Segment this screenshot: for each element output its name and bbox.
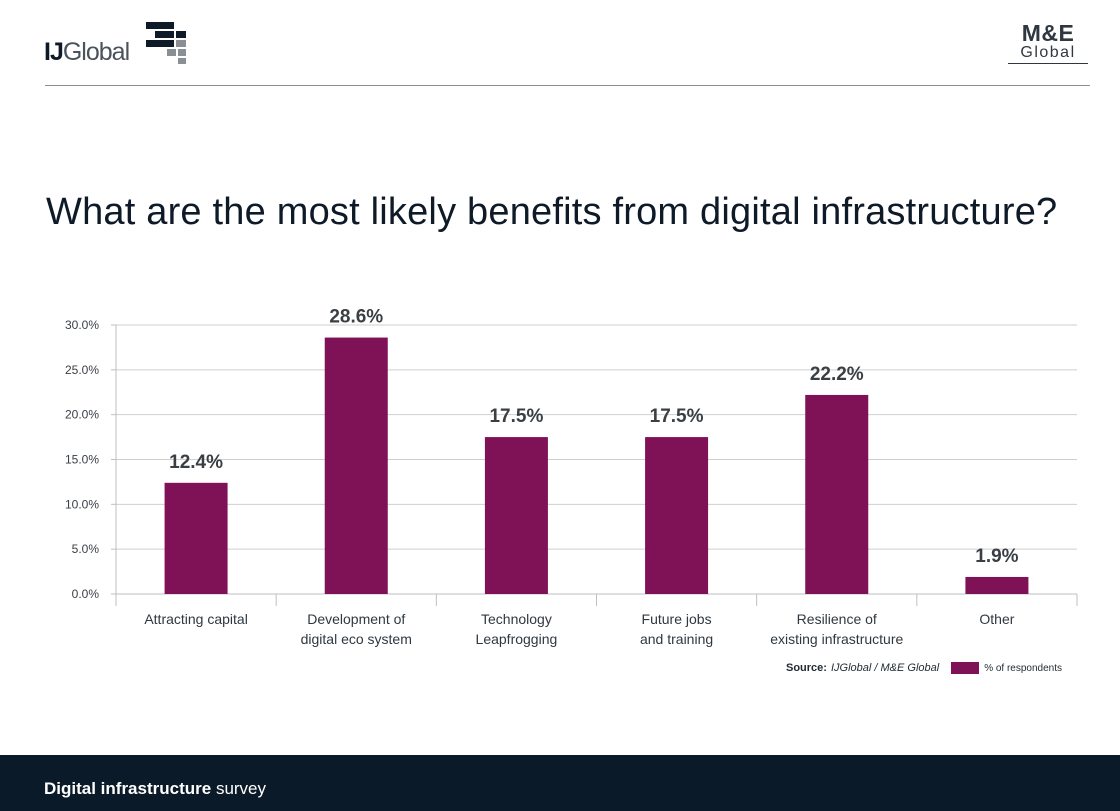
bar-chart-svg: 0.0% 5.0% 10.0% 15.0% 20.0% 25.0% 30.0% 12.4% At… [65,307,1078,647]
legend-label: % of respondents [984,662,1063,674]
legend-swatch [951,662,980,674]
x-category-label: Future jobs [642,611,712,627]
x-category-label: digital eco system [301,631,412,647]
page-title: What are the most likely benefits from d… [46,191,1058,234]
x-category-label: Resilience of [797,611,877,627]
x-category-label: Other [979,611,1014,627]
footer-text: Digital infrastructure survey [44,779,266,799]
logo-ij-rest: Global [62,38,130,66]
bar [164,482,228,594]
header: IJGlobal M&E Global [0,0,1120,86]
footer-rest: survey [215,779,267,798]
y-tick-label: 10.0% [65,497,99,511]
ijglobal-mark-icon [146,22,186,64]
bar [805,394,869,594]
data-label: 17.5% [650,406,704,427]
footer: Digital infrastructure survey [0,755,1120,811]
y-tick-label: 5.0% [72,542,100,556]
logo-me-top: M&E [1021,20,1075,46]
x-category-label: Technology [481,611,552,627]
x-category-label: existing infrastructure [770,631,903,647]
y-tick-label: 30.0% [65,318,99,332]
me-global-logo: M&E Global [1008,22,1088,64]
source-value: IJGlobal / M&E Global [830,662,940,674]
bar [484,437,548,594]
y-tick-label: 25.0% [65,363,99,377]
data-label: 12.4% [169,452,223,473]
x-category-label: Development of [307,611,405,627]
bar [645,437,709,594]
data-label: 17.5% [489,406,543,427]
bar-chart: 0.0% 5.0% 10.0% 15.0% 20.0% 25.0% 30.0% 12.4% At… [0,290,1120,655]
y-tick-label: 15.0% [65,453,99,467]
logo-me-bottom: Global [1008,44,1088,64]
data-label: 22.2% [810,364,864,385]
source-label: Source: [786,662,827,674]
data-label: 1.9% [975,546,1018,567]
logo-ij-bold: IJ [44,38,64,66]
footer-bold: Digital infrastructure [44,779,212,798]
x-category-label: Leapfrogging [476,631,558,647]
bar [324,337,388,594]
bar [965,576,1029,594]
x-category-label: Attracting capital [144,611,248,627]
x-category-label: and training [640,631,713,647]
header-divider [45,85,1090,86]
data-label: 28.6% [329,307,383,328]
y-tick-label: 0.0% [72,587,100,601]
y-tick-label: 20.0% [65,408,99,422]
chart-source: Source: IJGlobal / M&E Global % of respo… [786,662,1062,674]
